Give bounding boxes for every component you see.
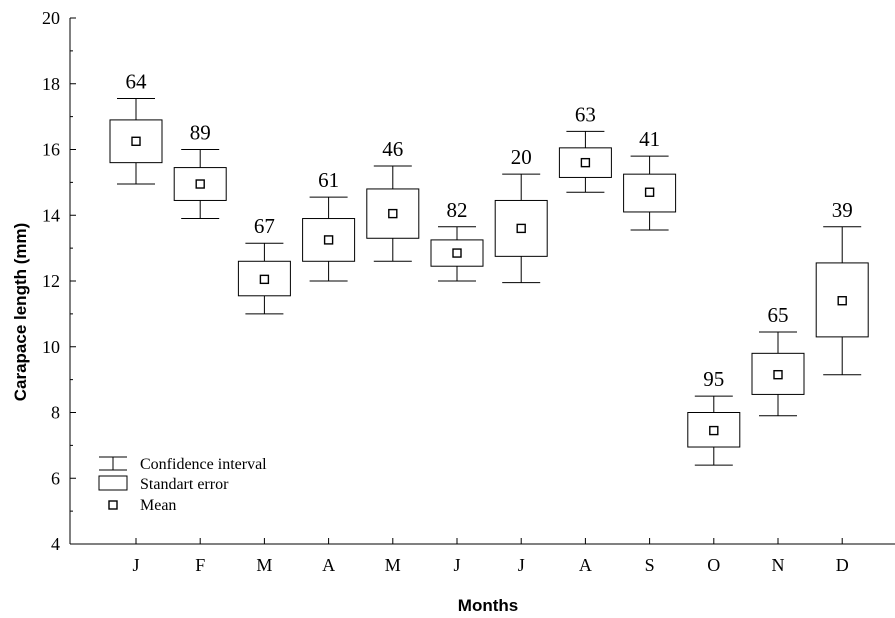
- y-tick-label: 16: [42, 140, 60, 160]
- sample-size-label: 67: [254, 214, 275, 238]
- sample-size-label: 65: [768, 303, 789, 327]
- sample-size-label: 20: [511, 145, 532, 169]
- x-tick-label: M: [385, 555, 401, 575]
- y-tick-label: 10: [42, 337, 60, 357]
- legend: Confidence interval Standart error Mean: [98, 456, 267, 514]
- sample-size-label: 64: [126, 70, 148, 94]
- x-tick-label: J: [453, 555, 460, 575]
- month-box: 67: [237, 214, 291, 315]
- month-box: 41: [623, 127, 677, 231]
- x-axis-title: Months: [458, 596, 518, 615]
- mean-marker: [323, 235, 334, 245]
- x-tick-label: D: [836, 555, 849, 575]
- legend-se-symbol: [98, 475, 128, 491]
- mean-marker: [259, 274, 270, 285]
- mean-marker: [837, 296, 847, 306]
- mean-marker: [452, 248, 462, 258]
- month-box: 82: [430, 198, 484, 282]
- y-tick-label: 14: [42, 205, 60, 225]
- legend-mean-symbol: [108, 500, 118, 510]
- sample-size-label: 82: [447, 198, 468, 222]
- legend-mean: Mean: [140, 497, 176, 514]
- legend-ci-symbol: [99, 456, 127, 471]
- mean-marker: [516, 223, 526, 234]
- y-axis-title: Carapace length (mm): [11, 223, 30, 402]
- sample-size-label: 63: [575, 102, 596, 126]
- x-tick-label: J: [132, 555, 139, 575]
- x-tick-label: N: [772, 555, 785, 575]
- x-tick-label: O: [707, 555, 720, 575]
- month-box: 20: [494, 145, 548, 284]
- mean-marker: [644, 187, 655, 197]
- x-tick-label: M: [256, 555, 272, 575]
- x-tick-label: F: [195, 555, 205, 575]
- sample-size-label: 39: [832, 198, 853, 222]
- y-tick-label: 12: [42, 271, 60, 291]
- legend-confidence-interval: Confidence interval: [140, 456, 267, 473]
- month-box: 46: [366, 137, 420, 262]
- mean-marker: [580, 157, 591, 168]
- x-tick-label: A: [579, 555, 592, 575]
- y-tick-label: 18: [42, 74, 60, 94]
- x-tick-label: A: [322, 555, 335, 575]
- month-box: 61: [302, 168, 356, 282]
- mean-marker: [709, 425, 719, 436]
- standard-error-box: [494, 199, 548, 257]
- y-tick-label: 8: [51, 403, 60, 423]
- sample-size-label: 46: [382, 137, 403, 161]
- legend-standard-error: Standart error: [140, 476, 229, 493]
- mean-marker: [773, 369, 783, 380]
- x-tick-label: J: [518, 555, 525, 575]
- month-box: 63: [558, 102, 612, 193]
- y-tick-label: 20: [42, 8, 60, 28]
- sample-size-label: 89: [190, 121, 211, 145]
- mean-marker: [388, 208, 398, 219]
- y-axis-ticks: 4 6 8 10 12 14 16 18 20: [42, 8, 76, 554]
- month-box: 89: [173, 121, 227, 220]
- month-box: 64: [109, 70, 163, 185]
- y-tick-label: 4: [51, 534, 60, 554]
- sample-size-label: 61: [318, 168, 339, 192]
- month-box: 65: [751, 303, 805, 417]
- mean-marker: [195, 179, 205, 189]
- box-series: 64 89 67 61 46 82 20 63 41 95 65 39: [109, 70, 869, 466]
- sample-size-label: 95: [703, 367, 724, 391]
- month-box: 39: [815, 198, 869, 376]
- y-tick-label: 6: [51, 468, 60, 488]
- mean-marker: [131, 136, 141, 146]
- x-tick-label: S: [645, 555, 655, 575]
- sample-size-label: 41: [639, 127, 660, 151]
- month-box: 95: [687, 367, 741, 466]
